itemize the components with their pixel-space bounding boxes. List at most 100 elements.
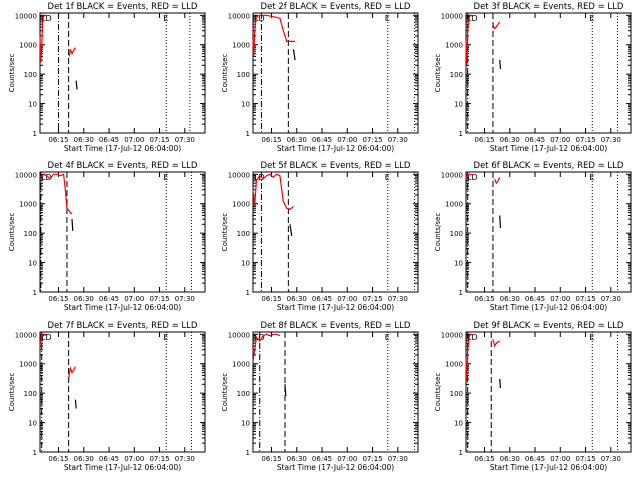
x-tick-label: 07:00: [550, 295, 570, 303]
y-tick-label: 100: [237, 71, 250, 79]
plot-frame: [252, 171, 419, 293]
y-axis-label: Counts/sec: [434, 54, 442, 93]
y-tick-label: 1000: [445, 42, 463, 50]
flag-label: LD: [41, 333, 52, 342]
x-axis-label: Start Time (17-Jul-12 06:04:00): [277, 144, 394, 153]
y-axis-label: Counts/sec: [221, 373, 229, 412]
y-axis-label: Counts/sec: [8, 373, 16, 412]
x-tick-label: 06:45: [99, 295, 119, 303]
events-rate-line: [499, 215, 502, 229]
x-tick-label: 07:15: [362, 136, 382, 144]
y-tick-label: 10000: [441, 171, 463, 179]
flag-label: LD: [254, 14, 265, 23]
x-tick-label: 06:45: [525, 136, 545, 144]
y-axis-label: Counts/sec: [434, 373, 442, 412]
x-tick-label: 07:30: [601, 136, 621, 144]
plot-frame: [39, 171, 206, 293]
x-tick-label: 06:45: [312, 295, 332, 303]
x-tick-label: 07:30: [175, 295, 195, 303]
x-tick-label: 07:00: [337, 455, 357, 463]
plot-title: Det 7f BLACK = Events, RED = LLD: [48, 321, 198, 331]
x-axis-label: Start Time (17-Jul-12 06:04:00): [490, 144, 607, 153]
x-tick-label: 06:45: [312, 136, 332, 144]
x-tick-label: 07:00: [550, 455, 570, 463]
x-tick-label: 07:15: [149, 455, 169, 463]
y-axis-label: Counts/sec: [434, 213, 442, 252]
y-tick-label: 100: [450, 390, 463, 398]
y-tick-label: 100: [450, 230, 463, 238]
lld-rate-line: [68, 47, 76, 57]
plot-title: Det 9f BLACK = Events, RED = LLD: [474, 321, 624, 331]
plot-title: Det 5f BLACK = Events, RED = LLD: [261, 161, 411, 171]
x-axis-label: Start Time (17-Jul-12 06:04:00): [64, 144, 181, 153]
lld-rate-line: [39, 14, 47, 63]
flag-label: E: [163, 173, 168, 182]
flag-label: E: [589, 333, 594, 342]
x-tick-label: 06:45: [525, 295, 545, 303]
y-tick-label: 1: [33, 449, 37, 457]
y-tick-label: 1: [246, 289, 250, 297]
x-tick-label: 06:45: [99, 136, 119, 144]
y-axis-label: Counts/sec: [8, 54, 16, 93]
detector-plot-panel: Det 6f BLACK = Events, RED = LLD 1 10 100 10…: [434, 161, 632, 312]
plot-frame: [39, 12, 206, 134]
x-tick-label: 06:45: [99, 455, 119, 463]
y-tick-label: 1000: [232, 201, 250, 209]
events-rate-line: [499, 60, 502, 70]
events-rate-line: [292, 49, 296, 61]
detector-plot-panel: Det 1f BLACK = Events, RED = LLD 1 10 100 10…: [8, 2, 206, 153]
x-tick-label: 06:15: [48, 136, 68, 144]
y-axis-label: Counts/sec: [8, 213, 16, 252]
y-tick-label: 10: [28, 260, 37, 268]
x-axis-label: Start Time (17-Jul-12 06:04:00): [64, 303, 181, 312]
y-tick-label: 1: [33, 130, 37, 138]
plot-frame: [465, 331, 632, 453]
x-tick-label: 07:30: [175, 455, 195, 463]
flag-label: E: [385, 14, 390, 23]
x-axis-label: Start Time (17-Jul-12 06:04:00): [490, 303, 607, 312]
plot-frame: [252, 12, 419, 134]
flag-label: E: [385, 173, 390, 182]
x-tick-label: 07:15: [362, 455, 382, 463]
x-tick-label: 07:00: [124, 136, 144, 144]
detector-plot-panel: Det 8f BLACK = Events, RED = LLD 1 10 100 10…: [221, 321, 419, 472]
y-tick-label: 1: [246, 130, 250, 138]
lld-rate-line: [252, 333, 281, 362]
flag-label: LD: [41, 14, 52, 23]
events-rate-line: [71, 219, 74, 231]
y-tick-label: 1000: [232, 42, 250, 50]
lld-rate-line: [465, 14, 473, 66]
y-tick-label: 1000: [232, 361, 250, 369]
x-tick-label: 07:15: [362, 295, 382, 303]
plot-title: Det 3f BLACK = Events, RED = LLD: [474, 2, 624, 12]
events-rate-line: [74, 399, 77, 409]
flag-label: E: [589, 173, 594, 182]
lld-rate-line: [252, 173, 294, 210]
x-tick-label: 06:15: [474, 295, 494, 303]
flag-label: E: [385, 333, 390, 342]
y-tick-label: 10000: [441, 331, 463, 339]
y-tick-label: 100: [237, 390, 250, 398]
lld-rate-line: [492, 338, 501, 348]
x-tick-label: 07:30: [388, 136, 408, 144]
y-tick-label: 10000: [228, 12, 250, 20]
lld-rate-line: [494, 176, 501, 185]
y-tick-label: 10: [454, 260, 463, 268]
y-tick-label: 10000: [15, 171, 37, 179]
x-tick-label: 06:30: [287, 295, 307, 303]
y-tick-label: 1000: [19, 361, 37, 369]
y-tick-label: 1000: [445, 361, 463, 369]
x-tick-label: 07:15: [149, 136, 169, 144]
x-tick-label: 06:15: [48, 455, 68, 463]
y-tick-label: 1: [33, 289, 37, 297]
y-tick-label: 1: [459, 130, 463, 138]
events-rate-line: [499, 379, 502, 389]
y-tick-label: 1000: [19, 42, 37, 50]
x-tick-label: 07:30: [175, 136, 195, 144]
y-tick-label: 1: [459, 289, 463, 297]
flag-label: LD: [467, 173, 478, 182]
flag-label: LD: [254, 173, 265, 182]
y-tick-label: 10: [241, 420, 250, 428]
y-tick-label: 10000: [15, 331, 37, 339]
y-tick-label: 10000: [15, 12, 37, 20]
